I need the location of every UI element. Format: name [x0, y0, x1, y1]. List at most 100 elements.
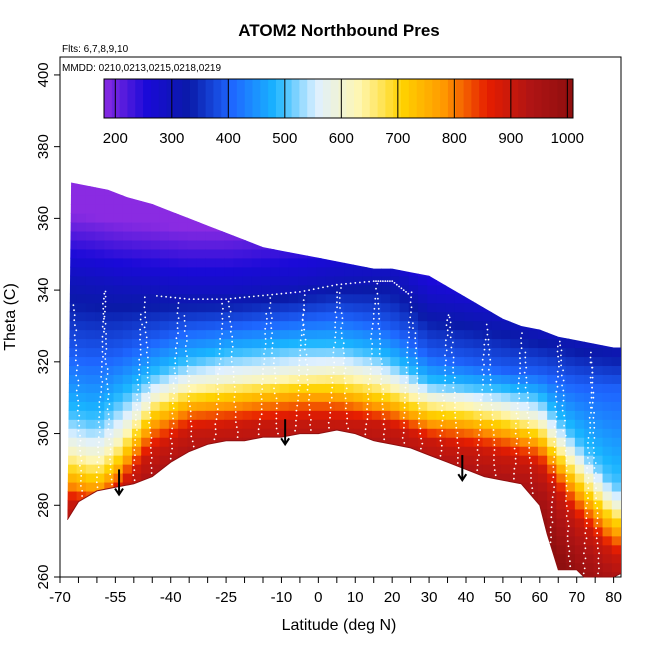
heatmap-cell	[76, 347, 87, 358]
heatmap-cell	[418, 302, 428, 313]
colorbar-swatch	[229, 79, 238, 118]
track-point	[192, 445, 195, 448]
heatmap-cell	[159, 473, 170, 483]
track-point	[372, 312, 375, 315]
heatmap-cell	[593, 464, 604, 474]
track-point	[96, 476, 98, 479]
heatmap-cell	[436, 481, 447, 492]
heatmap-cell	[187, 410, 198, 420]
heatmap-cell	[501, 383, 511, 393]
track-point	[309, 424, 311, 426]
track-point	[593, 457, 595, 459]
heatmap-cell	[353, 365, 364, 375]
heatmap-cell	[123, 168, 133, 178]
track-point	[304, 338, 307, 341]
heatmap-cell	[215, 239, 225, 250]
heatmap-cell	[215, 571, 225, 577]
heatmap-cell	[196, 562, 207, 573]
heatmap-cell	[371, 419, 382, 429]
heatmap-cell	[611, 338, 621, 349]
heatmap-cell	[307, 419, 318, 429]
heatmap-cell	[261, 248, 271, 259]
track-point	[343, 352, 345, 355]
heatmap-cell	[131, 508, 142, 519]
track-point	[519, 367, 521, 370]
heatmap-cell	[510, 275, 521, 286]
heatmap-cell	[519, 410, 530, 420]
heatmap-cell	[537, 275, 548, 286]
track-point	[406, 356, 408, 359]
heatmap-cell	[537, 338, 548, 349]
track-point	[304, 358, 307, 361]
heatmap-cell	[418, 535, 428, 546]
heatmap-cell	[168, 347, 179, 358]
colorbar-swatch	[565, 79, 574, 118]
track-point	[401, 437, 404, 439]
heatmap-cell	[371, 410, 382, 420]
track-point	[299, 384, 301, 387]
track-point	[456, 437, 459, 439]
track-point	[587, 437, 590, 439]
heatmap-cell	[307, 571, 318, 577]
heatmap-cell	[251, 401, 262, 411]
heatmap-cell	[215, 419, 225, 429]
heatmap-cell	[547, 374, 558, 384]
heatmap-cell	[510, 490, 521, 501]
heatmap-cell	[187, 508, 198, 519]
heatmap-cell	[316, 213, 327, 223]
track-point	[553, 456, 556, 458]
track-point	[228, 315, 231, 318]
track-point	[518, 397, 521, 400]
heatmap-cell	[67, 383, 78, 393]
heatmap-cell	[196, 329, 207, 340]
heatmap-cell	[224, 481, 235, 492]
track-point	[441, 394, 444, 397]
heatmap-cell	[556, 338, 567, 349]
heatmap-cell	[584, 347, 594, 358]
heatmap-cell	[224, 517, 235, 528]
heatmap-cell	[307, 383, 318, 393]
track-point	[596, 542, 599, 545]
heatmap-cell	[501, 293, 511, 304]
track-point	[303, 304, 305, 307]
heatmap-cell	[196, 213, 207, 223]
heatmap-cell	[85, 365, 96, 375]
heatmap-cell	[362, 230, 373, 241]
heatmap-cell	[399, 230, 410, 241]
heatmap-cell	[187, 320, 198, 331]
heatmap-cell	[159, 508, 170, 519]
heatmap-cell	[196, 455, 207, 465]
heatmap-cell	[196, 464, 207, 474]
track-point	[104, 305, 107, 308]
track-point	[596, 522, 599, 525]
heatmap-cell	[270, 239, 281, 250]
track-point	[109, 448, 112, 451]
track-point	[393, 282, 396, 284]
heatmap-cell	[298, 239, 308, 250]
heatmap-cell	[242, 266, 253, 277]
heatmap-cell	[344, 329, 355, 340]
flight-track-points	[72, 280, 600, 575]
heatmap-cell	[150, 428, 161, 438]
heatmap-cell	[482, 221, 493, 232]
heatmap-cell	[510, 248, 521, 259]
heatmap-cell	[381, 195, 391, 205]
track-point	[444, 384, 446, 387]
heatmap-cell	[141, 320, 152, 331]
heatmap-cell	[501, 182, 511, 187]
heatmap-cell	[261, 266, 271, 277]
heatmap-cell	[298, 508, 308, 519]
heatmap-cell	[418, 266, 428, 277]
heatmap-cell	[556, 535, 567, 546]
colorbar-swatch	[533, 79, 543, 118]
heatmap-cell	[205, 499, 216, 510]
heatmap-cell	[298, 182, 308, 187]
heatmap-cell	[390, 410, 401, 420]
colorbar-frame	[103, 78, 574, 119]
heatmap-cell	[316, 374, 327, 384]
heatmap-cell	[242, 182, 253, 187]
heatmap-cell	[344, 186, 355, 196]
heatmap-cell	[491, 437, 502, 447]
heatmap-cell	[528, 338, 539, 349]
heatmap-cell	[464, 239, 474, 250]
